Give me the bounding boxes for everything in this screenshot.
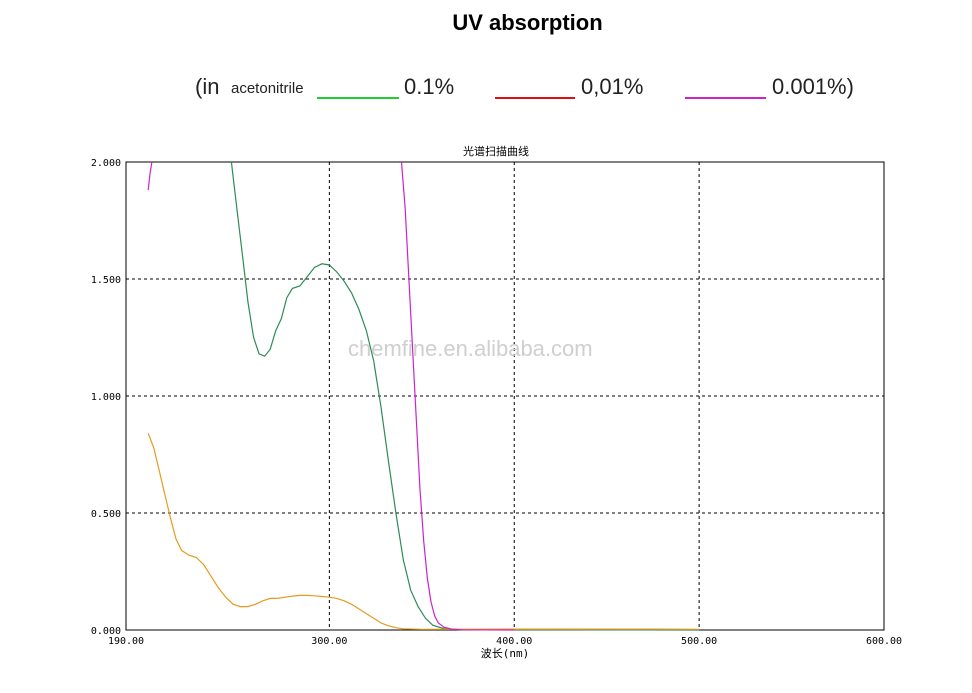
grid xyxy=(126,162,884,630)
legend-label-3: 0.001%) xyxy=(772,74,854,99)
series-line-3 xyxy=(400,161,515,631)
y-tick-label: 2.000 xyxy=(91,158,121,169)
legend-line-magenta xyxy=(685,97,766,99)
page-title: UV absorption xyxy=(452,10,603,35)
axis-ticks: 190.00 300.00 400.00 500.00 600.00 0.000 0.500… xyxy=(91,158,902,647)
series-group xyxy=(147,161,700,631)
legend-prefix: (in xyxy=(195,74,220,99)
legend-label-1: 0.1% xyxy=(404,74,455,99)
x-tick-label: 300.00 xyxy=(311,636,347,647)
y-tick-label: 0.000 xyxy=(91,626,121,637)
legend-label-2: 0,01% xyxy=(581,74,644,99)
x-tick-label: 190.00 xyxy=(108,636,144,647)
x-axis-label: 波长(nm) xyxy=(481,647,530,660)
series-line-1 xyxy=(147,433,700,630)
series-line-0 xyxy=(230,161,700,631)
chart-title: 光谱扫描曲线 xyxy=(463,144,529,158)
y-tick-label: 0.500 xyxy=(91,509,121,520)
y-tick-label: 1.000 xyxy=(91,392,121,403)
y-tick-label: 1.500 xyxy=(91,275,121,286)
watermark: chemfine.en.alibaba.com xyxy=(348,336,593,361)
legend-solvent: acetonitrile xyxy=(231,80,304,97)
legend-line-green xyxy=(317,97,399,99)
x-tick-label: 600.00 xyxy=(866,636,902,647)
x-tick-label: 500.00 xyxy=(681,636,717,647)
x-tick-label: 400.00 xyxy=(496,636,532,647)
series-line-2 xyxy=(147,161,153,191)
legend-line-red xyxy=(495,97,575,99)
